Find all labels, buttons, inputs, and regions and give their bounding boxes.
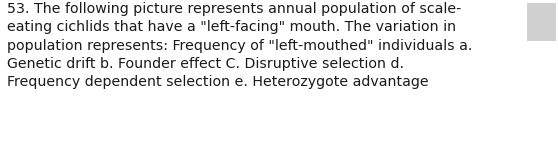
FancyBboxPatch shape (527, 3, 556, 41)
Text: 53. The following picture represents annual population of scale-
eating cichlids: 53. The following picture represents ann… (7, 2, 472, 89)
